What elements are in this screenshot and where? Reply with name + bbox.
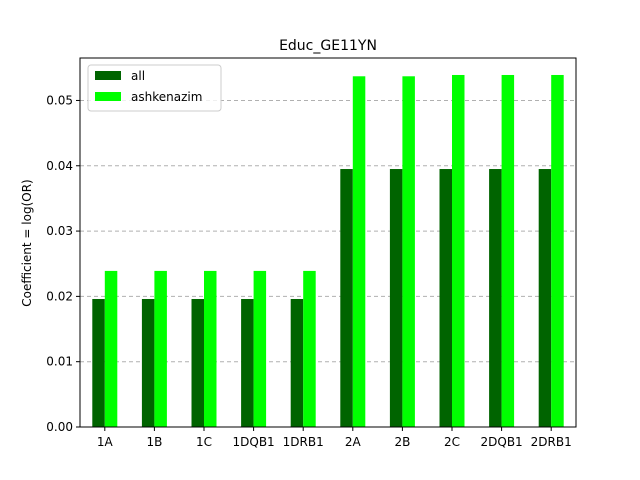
legend-swatch-all — [95, 71, 121, 80]
chart-title: Educ_GE11YN — [279, 38, 377, 54]
bar-ashkenazim-1DQB1 — [253, 270, 267, 427]
plot-frame — [79, 57, 577, 428]
x-tick-label: 1C — [196, 435, 212, 449]
bar-ashkenazim-2DRB1 — [551, 74, 564, 427]
y-tick-label: 0.04 — [46, 159, 73, 173]
bar-all-2A — [340, 169, 353, 427]
x-tick-label: 2DQB1 — [481, 435, 523, 449]
bar-all-1DQB1 — [241, 298, 254, 427]
x-tick-label: 1DQB1 — [233, 435, 275, 449]
x-tick-label: 2A — [345, 435, 362, 449]
bar-all-1A — [92, 298, 105, 427]
bar-ashkenazim-1B — [154, 270, 167, 427]
x-tick-label: 2DRB1 — [531, 435, 572, 449]
bar-all-1C — [191, 298, 204, 427]
y-tick-label: 0.03 — [46, 224, 73, 238]
bar-all-1DRB1 — [290, 298, 304, 427]
bar-all-2DQB1 — [489, 169, 502, 427]
bar-ashkenazim-1C — [204, 270, 217, 427]
bar-ashkenazim-2A — [352, 76, 366, 427]
legend-label-ashkenazim: ashkenazim — [131, 90, 202, 104]
x-tick-label: 2C — [444, 435, 460, 449]
y-tick-label: 0.02 — [46, 289, 73, 303]
bar-ashkenazim-2B — [402, 76, 415, 427]
x-tick-label: 2B — [394, 435, 410, 449]
x-tick-label: 1DRB1 — [283, 435, 324, 449]
bars — [92, 74, 564, 427]
y-tick-label: 0.05 — [46, 93, 73, 107]
y-axis-ticks: 0.00 0.01 0.02 0.03 0.04 0.05 — [46, 93, 80, 434]
bar-ashkenazim-1A — [104, 270, 118, 427]
y-tick-label: 0.01 — [46, 355, 73, 369]
bar-all-2C — [439, 169, 452, 427]
bar-ashkenazim-1DRB1 — [303, 270, 316, 427]
legend: all ashkenazim — [87, 64, 222, 112]
bar-ashkenazim-2DQB1 — [501, 74, 515, 427]
y-axis-label: Coefficient = log(OR) — [20, 179, 34, 306]
bar-all-2DRB1 — [538, 169, 552, 427]
legend-box — [87, 64, 222, 112]
bar-all-2B — [389, 169, 403, 427]
legend-label-all: all — [131, 69, 145, 83]
x-tick-label: 1A — [97, 435, 114, 449]
bar-ashkenazim-2C — [452, 74, 465, 427]
y-tick-label: 0.00 — [46, 420, 73, 434]
x-tick-label: 1B — [146, 435, 162, 449]
legend-swatch-ashkenazim — [95, 92, 121, 101]
bar-all-1B — [141, 298, 155, 427]
x-axis-ticks: 1A 1B 1C 1DQB1 1DRB1 2A 2B 2C 2DQB1 2DRB1 — [97, 427, 572, 449]
